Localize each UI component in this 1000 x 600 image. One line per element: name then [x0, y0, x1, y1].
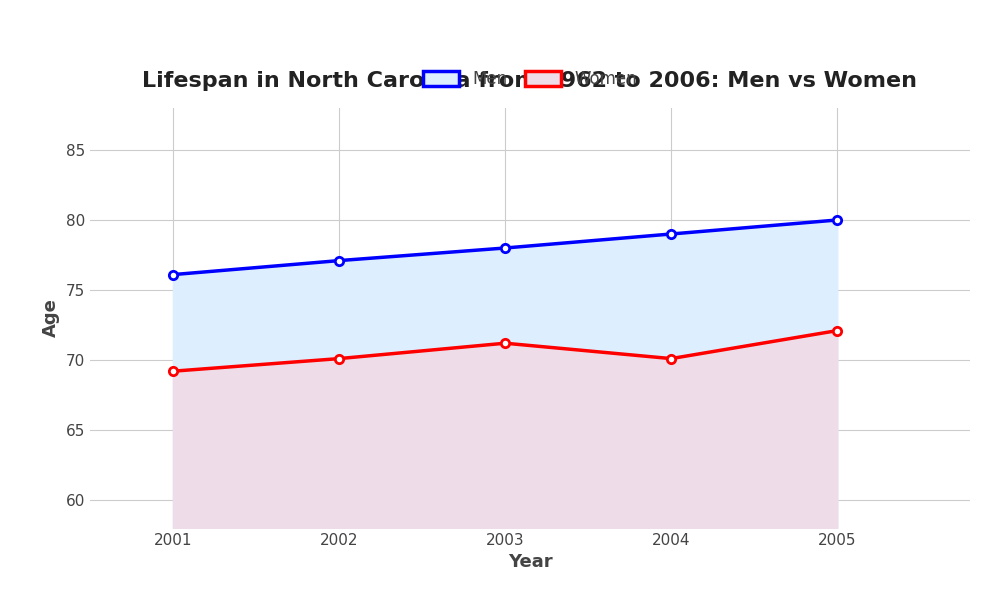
X-axis label: Year: Year — [508, 553, 552, 571]
Y-axis label: Age: Age — [42, 299, 60, 337]
Legend: Men, Women: Men, Women — [414, 62, 646, 97]
Title: Lifespan in North Carolina from 1962 to 2006: Men vs Women: Lifespan in North Carolina from 1962 to … — [143, 71, 918, 91]
